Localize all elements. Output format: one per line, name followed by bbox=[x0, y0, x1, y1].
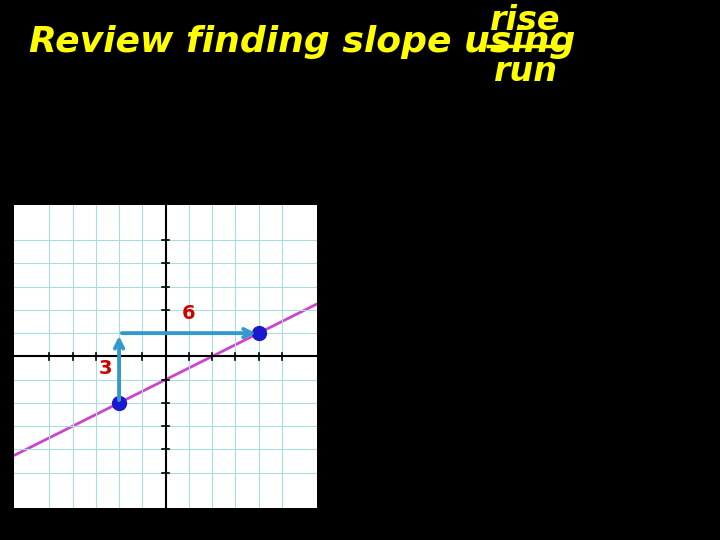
Text: the other point!: the other point! bbox=[229, 205, 491, 233]
Text: how much you rise and run to get to: how much you rise and run to get to bbox=[60, 150, 660, 178]
Text: 6: 6 bbox=[182, 303, 196, 323]
Text: 3: 3 bbox=[507, 225, 523, 248]
Text: 3: 3 bbox=[99, 359, 112, 377]
Text: 3: 3 bbox=[671, 503, 698, 540]
Text: =: = bbox=[561, 252, 584, 280]
Text: 1: 1 bbox=[633, 225, 649, 248]
Text: Review finding slope using: Review finding slope using bbox=[29, 25, 575, 59]
Point bbox=[113, 399, 125, 407]
Text: =: = bbox=[431, 252, 454, 280]
Text: run: run bbox=[494, 55, 557, 87]
Text: Start with the lower point and count: Start with the lower point and count bbox=[60, 95, 660, 123]
Text: rise: rise bbox=[490, 4, 561, 37]
Text: 6: 6 bbox=[507, 284, 523, 308]
Text: © Council for Economic Education: © Council for Economic Education bbox=[224, 522, 438, 535]
Text: rise: rise bbox=[359, 225, 405, 248]
Point bbox=[253, 329, 264, 338]
Text: run: run bbox=[361, 284, 402, 308]
Text: 2: 2 bbox=[633, 284, 649, 308]
Text: Reference: Henrico K.12: Reference: Henrico K.12 bbox=[235, 499, 427, 513]
Text: Notice the slope is
positive: Notice the slope is positive bbox=[373, 370, 664, 435]
